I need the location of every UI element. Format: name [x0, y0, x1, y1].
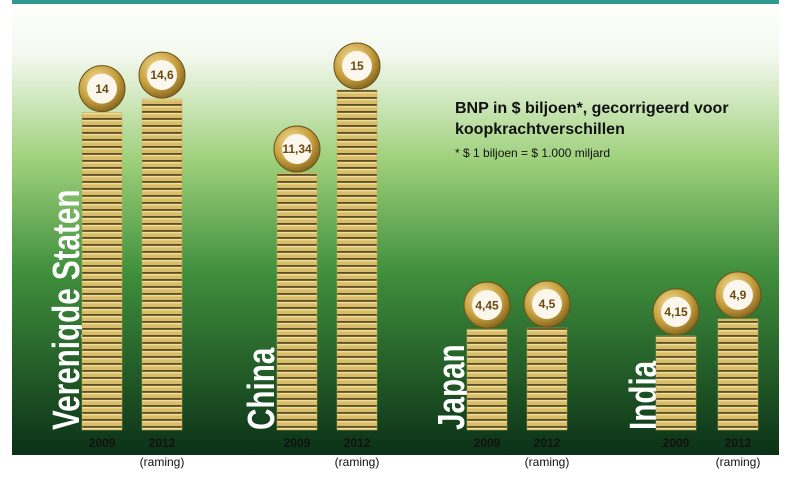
year-label: 2012	[725, 436, 752, 450]
coin-stack	[336, 89, 378, 431]
chart-note: * $ 1 biljoen = $ 1.000 miljard	[455, 146, 611, 160]
coin-stack	[81, 112, 123, 431]
country-label: Verenigde Staten	[46, 190, 88, 430]
year-note: (raming)	[140, 455, 185, 469]
value-label: 4,5	[539, 297, 556, 311]
year-label: 2009	[89, 436, 116, 450]
year-label: 2012	[534, 436, 561, 450]
coin-stack	[717, 318, 759, 431]
coin-face	[87, 73, 117, 104]
coin-face	[661, 296, 691, 327]
year-label: 2012	[344, 436, 371, 450]
value-label: 11,34	[282, 142, 312, 156]
year-label: 2009	[284, 436, 311, 450]
value-label: 14,6	[150, 68, 174, 82]
title-block: BNP in $ biljoen*, gecorrigeerd voor koo…	[455, 100, 729, 160]
coin-face	[723, 279, 753, 310]
value-label: 14	[95, 82, 109, 96]
coin-face	[282, 133, 312, 164]
country-label: China	[241, 347, 283, 430]
country-label: Japan	[431, 344, 473, 430]
chart-title: BNP in $ biljoen*, gecorrigeerd voor koo…	[455, 100, 729, 138]
coin-stack	[466, 328, 508, 431]
coin-stack	[276, 172, 318, 431]
coin-face	[532, 289, 562, 319]
coin-stack	[526, 327, 568, 431]
coin-face	[472, 290, 502, 321]
coin-stack	[655, 335, 697, 431]
value-label: 15	[350, 59, 364, 73]
value-label: 4,9	[730, 288, 747, 302]
value-label: 4,45	[475, 298, 499, 312]
top-rule	[12, 0, 779, 4]
year-note: (raming)	[335, 455, 380, 469]
coin-face	[147, 60, 177, 91]
value-label: 4,15	[664, 305, 688, 319]
year-label: 2012	[149, 436, 176, 450]
coin-face	[342, 51, 372, 81]
year-label: 2009	[663, 436, 690, 450]
year-note: (raming)	[525, 455, 570, 469]
coin-stack	[141, 98, 183, 431]
year-label: 2009	[474, 436, 501, 450]
year-note: (raming)	[716, 455, 761, 469]
